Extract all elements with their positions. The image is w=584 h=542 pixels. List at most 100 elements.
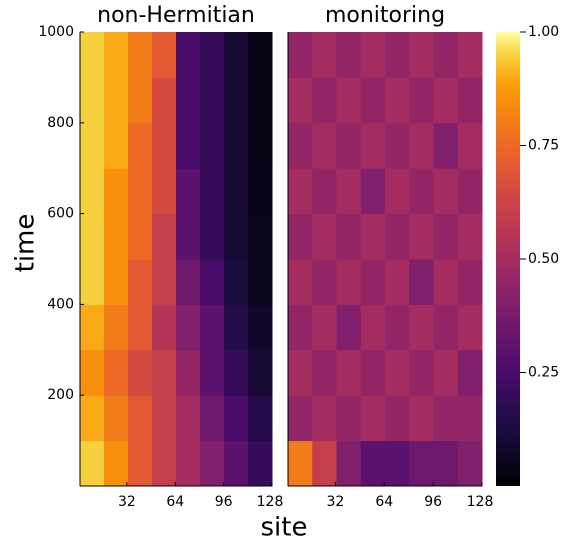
- heatmap-cell: [336, 213, 362, 260]
- heatmap-cell: [457, 77, 483, 124]
- heatmap-cell: [152, 32, 177, 78]
- heatmap-cell: [409, 259, 434, 305]
- heatmap-cell: [385, 32, 410, 78]
- heatmap-cell: [152, 304, 177, 351]
- heatmap-cell: [176, 259, 201, 305]
- heatmap-cell: [128, 213, 153, 260]
- heatmap-cell: [224, 32, 249, 78]
- heatmap-cell: [288, 213, 313, 260]
- y-tick-label: 200: [47, 387, 74, 403]
- heatmap-cell: [288, 122, 313, 169]
- heatmap-cell: [312, 349, 337, 396]
- heatmap-cell: [288, 32, 313, 78]
- heatmap-cell: [360, 304, 386, 351]
- heatmap-cell: [433, 32, 459, 78]
- heatmap-cell: [152, 77, 177, 124]
- heatmap-cell: [433, 213, 459, 260]
- heatmap-cell: [457, 213, 483, 260]
- heatmap-cell: [433, 259, 459, 305]
- heatmap-cell: [409, 395, 434, 442]
- heatmap-cell: [409, 32, 434, 78]
- heatmap-cell: [128, 32, 153, 78]
- heatmap-cell: [433, 77, 459, 124]
- heatmap-cell: [312, 122, 337, 169]
- heatmap-cell: [336, 259, 362, 305]
- heatmap-cell: [409, 304, 434, 351]
- heatmap-cell: [176, 213, 201, 260]
- heatmap-cell: [128, 259, 153, 305]
- heatmap-cell: [176, 349, 201, 396]
- heatmap-cell: [288, 349, 313, 396]
- heatmap-cell: [385, 395, 410, 442]
- heatmap-cell: [336, 349, 362, 396]
- colorbar-tick-label: 0.50: [528, 251, 559, 267]
- heatmap-cell: [224, 168, 249, 215]
- heatmap-cell: [336, 395, 362, 442]
- heatmap-cell: [104, 349, 129, 396]
- heatmap-cell: [224, 259, 249, 305]
- heatmap-cell: [80, 395, 105, 442]
- heatmap-cell: [433, 304, 459, 351]
- heatmap-cell: [80, 32, 105, 78]
- y-tick-label: 1000: [38, 24, 74, 40]
- heatmap-cell: [248, 349, 273, 396]
- heatmap-cell: [224, 122, 249, 169]
- heatmap-cell: [248, 32, 273, 78]
- heatmap-cell: [385, 213, 410, 260]
- heatmap-cell: [409, 122, 434, 169]
- heatmap-cell: [457, 32, 483, 78]
- heatmap-cell: [128, 395, 153, 442]
- heatmap-cell: [200, 440, 225, 487]
- heatmap-cell: [104, 395, 129, 442]
- x-tick-label: 96: [215, 494, 233, 510]
- heatmap-cell: [128, 168, 153, 215]
- heatmap-cell: [200, 77, 225, 124]
- heatmap-cell: [200, 259, 225, 305]
- heatmap-cell: [433, 349, 459, 396]
- y-tick-label: 600: [47, 206, 74, 222]
- heatmap-cell: [312, 395, 337, 442]
- heatmap-cell: [128, 122, 153, 169]
- heatmap-cell: [128, 349, 153, 396]
- colorbar: [496, 32, 520, 486]
- heatmap-cell: [104, 440, 129, 487]
- heatmap-cell: [176, 77, 201, 124]
- heatmap-cell: [312, 213, 337, 260]
- heatmap-cell: [248, 259, 273, 305]
- heatmap-cell: [176, 304, 201, 351]
- heatmap-cell: [312, 32, 337, 78]
- heatmap-cell: [200, 168, 225, 215]
- heatmap-cell: [360, 349, 386, 396]
- heatmap-cell: [248, 213, 273, 260]
- colorbar-tick-label: 0.25: [528, 365, 559, 381]
- heatmap-cell: [104, 122, 129, 169]
- x-tick-label: 32: [118, 494, 136, 510]
- heatmap-cell: [176, 122, 201, 169]
- heatmap-cell: [104, 304, 129, 351]
- heatmap-cell: [336, 77, 362, 124]
- heatmap-cell: [385, 440, 410, 487]
- heatmap-cell: [336, 304, 362, 351]
- heatmap-cell: [312, 259, 337, 305]
- x-tick-label: 96: [424, 494, 442, 510]
- heatmap-cell: [433, 122, 459, 169]
- heatmap-cell: [336, 440, 362, 487]
- y-tick-label: 800: [47, 115, 74, 131]
- heatmap-cell: [385, 77, 410, 124]
- heatmap-cell: [200, 32, 225, 78]
- heatmap-cell: [224, 77, 249, 124]
- heatmap-cell: [288, 77, 313, 124]
- x-tick-label: 128: [467, 494, 494, 510]
- heatmap-cell: [104, 77, 129, 124]
- heatmap-cell: [312, 304, 337, 351]
- x-tick-label: 128: [257, 494, 284, 510]
- heatmap-cell: [152, 395, 177, 442]
- heatmap-cell: [457, 304, 483, 351]
- heatmap-cell: [457, 122, 483, 169]
- x-axis-label: site: [261, 513, 308, 542]
- panel-title: non-Hermitian: [97, 3, 255, 28]
- heatmap-cell: [409, 349, 434, 396]
- heatmap-cell: [176, 440, 201, 487]
- heatmap-cell: [80, 168, 105, 215]
- heatmap-cell: [80, 259, 105, 305]
